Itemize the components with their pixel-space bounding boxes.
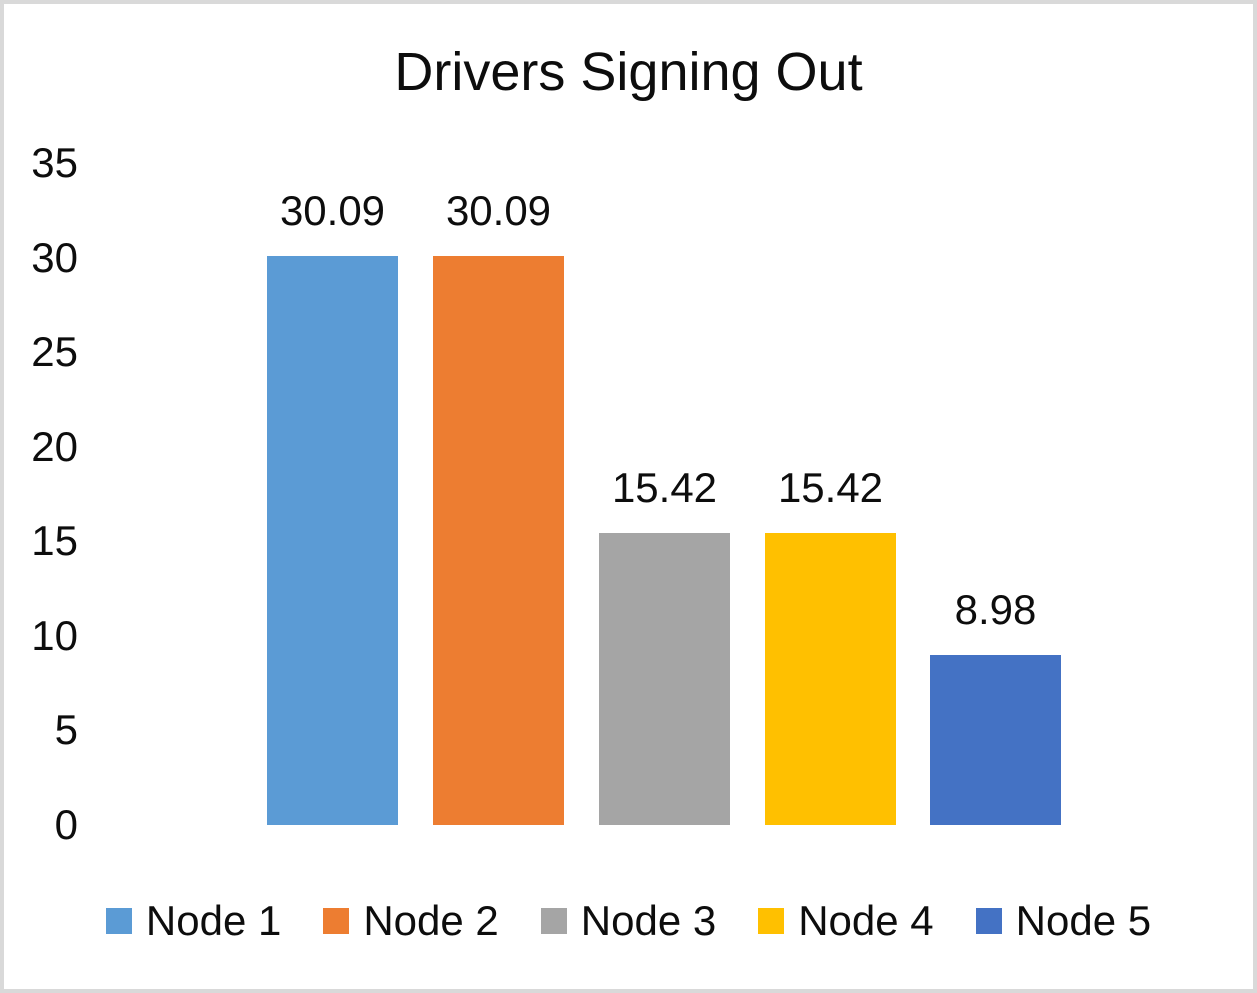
bar-node-5 [930, 655, 1061, 825]
legend-item-node-1: Node 1 [105, 897, 282, 944]
legend-swatch-icon [758, 908, 785, 934]
legend-swatch-icon [105, 908, 132, 934]
bar-value-label: 30.09 [279, 187, 386, 234]
bar-value-label: 15.42 [611, 464, 718, 511]
bar-value-label: 8.98 [954, 586, 1037, 633]
legend-label: Node 1 [145, 897, 282, 944]
legend-swatch-icon [323, 908, 350, 934]
legend-item-node-2: Node 2 [323, 897, 499, 944]
y-tick-label: 5 [54, 706, 78, 754]
legend-swatch-icon [975, 908, 1002, 934]
chart-title: Drivers Signing Out [394, 42, 863, 102]
legend-item-node-4: Node 4 [758, 897, 934, 944]
bar-value-label: 30.09 [445, 187, 552, 234]
bar-node-2 [433, 256, 564, 825]
y-tick-label: 35 [31, 139, 78, 186]
y-tick-label: 0 [54, 801, 78, 848]
y-tick-label: 25 [31, 328, 78, 376]
y-tick-label: 15 [31, 517, 78, 565]
bar-value-label: 15.42 [777, 464, 884, 511]
legend-label: Node 2 [363, 897, 499, 944]
legend-item-node-3: Node 3 [540, 897, 717, 944]
legend-swatch-icon [540, 908, 567, 934]
y-tick-label: 30 [31, 233, 78, 281]
bar-node-4 [765, 533, 896, 825]
y-tick-label: 10 [31, 611, 78, 659]
legend: Node 1 Node 2 Node 3 Node 4 Node 5 [0, 896, 1257, 946]
y-tick-label: 20 [31, 422, 78, 470]
legend-label: Node 3 [580, 897, 717, 944]
legend-label: Node 5 [1015, 897, 1152, 944]
bar-node-1 [267, 256, 398, 825]
legend-item-node-5: Node 5 [975, 897, 1152, 944]
bar-node-3 [599, 533, 730, 825]
legend-label: Node 4 [798, 897, 934, 944]
